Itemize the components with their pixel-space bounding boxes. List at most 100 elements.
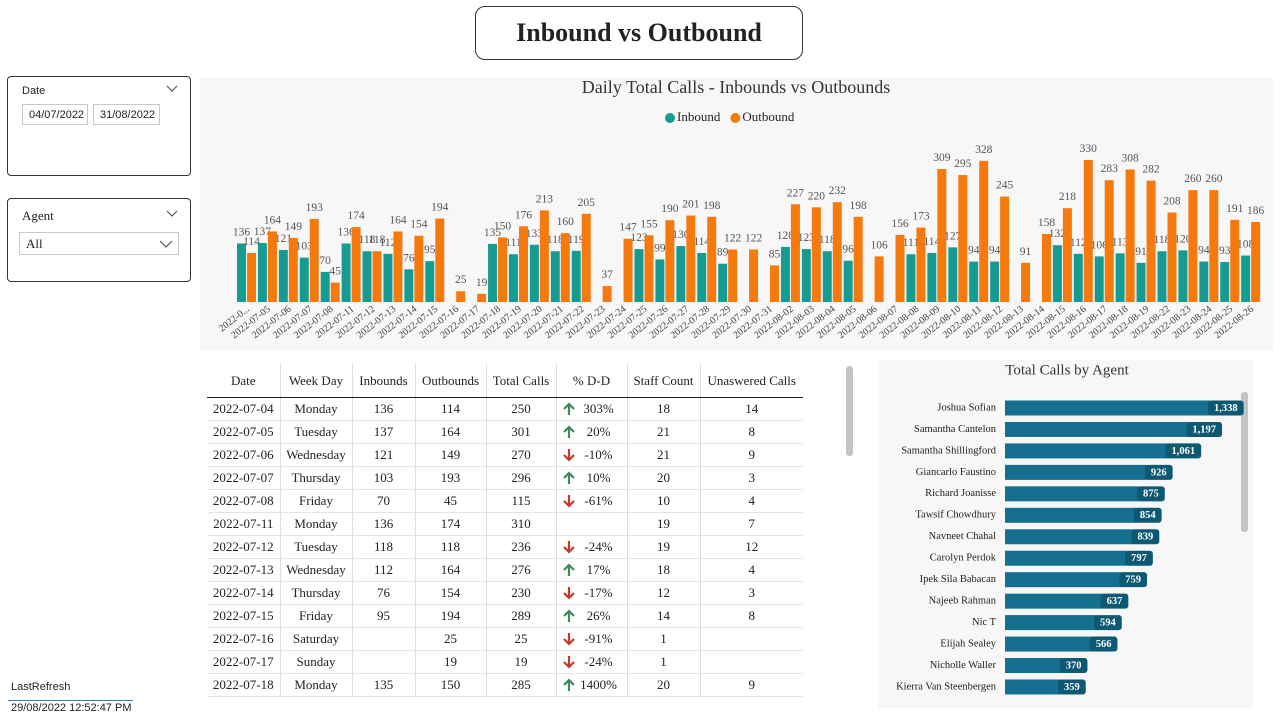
divider (8, 700, 133, 701)
table-cell: 21 (626, 420, 700, 444)
table-row: 2022-07-07 Thursday 103 193 296 10% 20 3 (207, 466, 803, 490)
chevron[interactable] (166, 85, 178, 93)
cell-text: Friday (299, 608, 333, 623)
cell-text: 1 (660, 654, 667, 669)
bar (822, 251, 832, 302)
table-cell: 95 (351, 604, 415, 628)
bar (1005, 400, 1210, 416)
data-label: 136 (233, 226, 251, 238)
table-cell: 121 (351, 443, 415, 467)
cell-text: 4 (748, 562, 756, 577)
cell-text: 12 (657, 585, 670, 600)
bar (801, 249, 811, 302)
table-row: 2022-07-13 Wednesday 112 164 276 17% 18 4 (207, 558, 803, 582)
y-tick-label: Navneet Chahal (929, 531, 996, 542)
refresh-value: 29/08/2022 12:52:47 PM (11, 702, 132, 714)
bar (1005, 572, 1122, 588)
bar (1000, 196, 1010, 302)
column-header: Outbounds (414, 364, 486, 398)
agent-dropdown[interactable]: All (19, 232, 179, 255)
table-row: 2022-07-18 Monday 135 150 285 1400% 20 9 (207, 673, 803, 697)
table-cell: 135 (351, 673, 415, 697)
scrollbar[interactable] (846, 366, 853, 456)
data-label: 114 (693, 236, 710, 248)
y-tick-label: Giancarlo Faustino (916, 467, 996, 478)
bar (1005, 464, 1147, 480)
bar (539, 210, 549, 302)
data-label: 220 (808, 190, 826, 202)
date-end-input[interactable]: 31/08/2022 (93, 104, 160, 125)
cell-text: -61% (584, 493, 613, 508)
cell-text: 2022-07-15 (212, 608, 274, 623)
table-cell: 285 (485, 673, 556, 697)
data-label: 118 (819, 234, 836, 246)
table-cell: 25 (485, 627, 556, 651)
bar (697, 252, 707, 302)
bar (1005, 529, 1134, 545)
cell-text: 2022-07-08 (212, 493, 274, 508)
bar (906, 254, 916, 302)
table-cell: 115 (485, 489, 556, 513)
table-cell: Saturday (279, 627, 352, 651)
cell-text: 114 (440, 401, 461, 416)
bar (1005, 550, 1128, 566)
cell-text: 118 (440, 539, 461, 554)
bar (1146, 180, 1156, 302)
bar (1199, 261, 1209, 302)
bar (602, 286, 612, 302)
table-cell: 8 (699, 420, 803, 444)
cell-text: 136 (373, 401, 394, 416)
daily-chart: Daily Total Calls - Inbounds vs Outbound… (217, 77, 1265, 341)
cell-text: 14 (657, 608, 670, 623)
bar (718, 263, 728, 302)
table-cell: 9 (699, 443, 803, 467)
cell-text: 154 (440, 585, 461, 600)
column-header: % D-D (555, 364, 627, 398)
data-label-box (1119, 572, 1148, 588)
table-cell: 10 (626, 489, 700, 513)
data-label: 260 (1205, 173, 1223, 185)
bar (1167, 212, 1177, 302)
table-cell: Tuesday (279, 420, 352, 444)
bar (581, 213, 591, 302)
column-header: Unaswered Calls (699, 364, 803, 398)
bar (832, 202, 842, 302)
table-cell: 150 (414, 673, 486, 697)
table-row: 2022-07-15 Friday 95 194 289 26% 14 8 (207, 604, 803, 628)
chevron[interactable] (166, 210, 178, 218)
y-tick-label: Carolyn Perdok (930, 553, 997, 564)
bar (874, 256, 884, 302)
cell-text: -24% (584, 654, 613, 669)
table-row: 2022-07-11 Monday 136 174 310 19 7 (207, 512, 803, 536)
data-label: 108 (1237, 239, 1255, 251)
bar (456, 291, 466, 302)
cell-text: Monday (294, 516, 338, 531)
date-start-input[interactable]: 04/07/2022 (22, 104, 88, 125)
table-cell: 2022-07-13 (207, 558, 280, 582)
table-cell: 3 (699, 466, 803, 490)
table-cell: -61% (555, 489, 627, 513)
bar (571, 250, 581, 302)
table-row: 2022-07-14 Thursday 76 154 230 -17% 12 3 (207, 581, 803, 605)
data-label: 186 (1247, 205, 1265, 217)
table-cell: Friday (279, 604, 352, 628)
scrollbar[interactable] (1241, 392, 1248, 532)
cell-text: 9 (748, 677, 756, 692)
table-cell: Thursday (279, 466, 352, 490)
table-cell: 276 (485, 558, 556, 582)
bar (1005, 443, 1168, 459)
refresh-label: LastRefresh (11, 681, 71, 693)
data-label: 119 (568, 234, 585, 246)
cell-text: 19 (657, 539, 670, 554)
bar (979, 160, 989, 302)
data-label: 160 (557, 216, 575, 228)
data-label: 135 (484, 227, 502, 239)
data-label: 19 (476, 277, 488, 289)
y-tick-label: Elijah Sealey (940, 638, 996, 649)
bar (247, 252, 256, 302)
cell-text: 112 (373, 562, 394, 577)
table-cell: 2022-07-05 (207, 420, 280, 444)
trend-down-icon (562, 587, 575, 600)
data-label: 132 (1049, 228, 1067, 240)
bar (1104, 180, 1114, 302)
